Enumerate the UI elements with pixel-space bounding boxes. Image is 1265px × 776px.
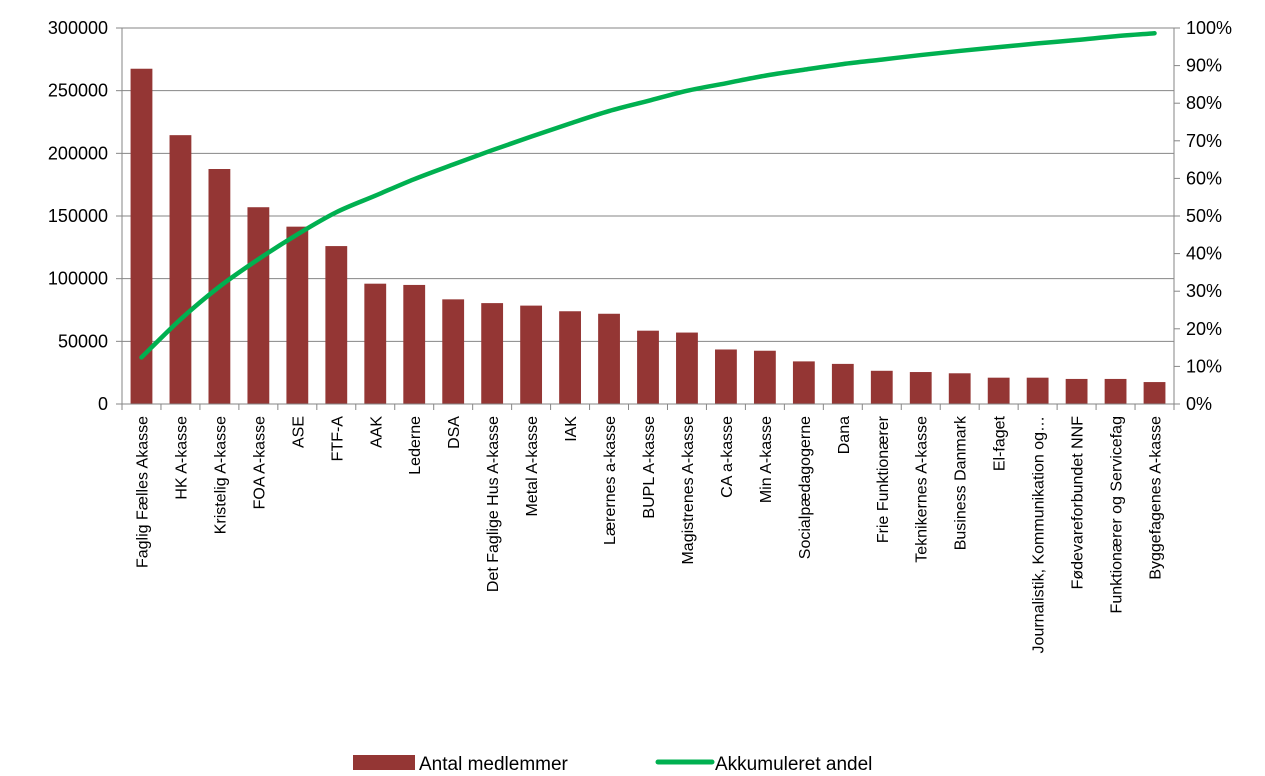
bar bbox=[598, 313, 620, 404]
bar bbox=[831, 363, 854, 404]
bar bbox=[987, 377, 1010, 404]
line-series bbox=[139, 31, 1157, 360]
right-tick-label: 50% bbox=[1186, 206, 1222, 226]
category-label: Frie Funktionærer bbox=[875, 415, 892, 543]
left-tick-label: 50000 bbox=[58, 331, 108, 351]
legend-label-line: Akkumuleret andel bbox=[715, 754, 872, 775]
category-label: Kristelig A-kasse bbox=[212, 416, 229, 534]
bar bbox=[1143, 382, 1166, 404]
bar bbox=[1026, 377, 1049, 404]
right-tick-label: 40% bbox=[1186, 244, 1222, 264]
category-label: Min A-kasse bbox=[758, 416, 775, 503]
right-tick-label: 10% bbox=[1186, 356, 1222, 376]
category-label: Funktionærer og Servicefag bbox=[1109, 416, 1126, 613]
category-label: Socialpædagogerne bbox=[797, 416, 814, 559]
bar bbox=[520, 305, 543, 404]
category-label: Byggefagenes A-kasse bbox=[1148, 416, 1165, 580]
category-label: FTF-A bbox=[329, 416, 346, 462]
category-label: Faglig Fælles Akasse bbox=[134, 416, 151, 568]
left-tick-label: 150000 bbox=[48, 206, 108, 226]
right-tick-label: 30% bbox=[1186, 281, 1222, 301]
category-label: HK A-kasse bbox=[173, 416, 190, 500]
right-tick-label: 20% bbox=[1186, 319, 1222, 339]
left-axis-ticks: 0 50000 100000 150000 200000 250000 300000 bbox=[48, 18, 108, 414]
category-label: Det Faglige Hus A-kasse bbox=[485, 416, 502, 592]
right-tick-label: 0% bbox=[1186, 394, 1212, 414]
left-tick-label: 300000 bbox=[48, 18, 108, 38]
left-tick-label: 250000 bbox=[48, 81, 108, 101]
category-label: Fødevareforbundet NNF bbox=[1070, 416, 1087, 590]
bar bbox=[870, 370, 893, 404]
left-tick-label: 200000 bbox=[48, 143, 108, 163]
category-label: Magistrenes A-kasse bbox=[680, 416, 697, 565]
gridlines bbox=[122, 27, 1174, 342]
bar bbox=[909, 372, 932, 404]
left-tick-label: 100000 bbox=[48, 269, 108, 289]
category-label: Business Danmark bbox=[953, 415, 970, 550]
category-label: BUPL A-kasse bbox=[641, 416, 658, 519]
bar bbox=[792, 361, 815, 404]
category-label: Teknikernes A-kasse bbox=[914, 416, 931, 563]
category-label: Lederne bbox=[407, 416, 424, 475]
right-axis-ticks: 0% 10% 20% 30% 40% 50% 60% 70% 80% 90% 100% bbox=[1186, 18, 1232, 414]
bar bbox=[442, 299, 465, 404]
bar bbox=[676, 332, 698, 404]
bar bbox=[247, 207, 270, 404]
category-label: Dana bbox=[836, 416, 853, 454]
category-label: DSA bbox=[446, 416, 463, 449]
category-labels: Faglig Fælles Akasse HK A-kasse Kristelig … bbox=[134, 415, 1164, 653]
legend-bar-swatch bbox=[353, 755, 415, 770]
bar bbox=[1104, 378, 1127, 404]
axes bbox=[116, 27, 1180, 410]
right-tick-label: 90% bbox=[1186, 56, 1222, 76]
legend-label-bars: Antal medlemmer bbox=[419, 754, 569, 775]
bar bbox=[637, 330, 659, 404]
bar bbox=[325, 246, 348, 404]
category-label: Metal A-kasse bbox=[524, 416, 541, 517]
bar bbox=[403, 284, 426, 404]
category-label: ASE bbox=[290, 416, 307, 448]
right-tick-label: 60% bbox=[1186, 168, 1222, 188]
category-label: Lærernes a-kasse bbox=[602, 416, 619, 545]
right-tick-label: 70% bbox=[1186, 131, 1222, 151]
bar bbox=[286, 226, 309, 404]
category-label: CA a-kasse bbox=[719, 416, 736, 498]
bar bbox=[481, 303, 504, 404]
category-label: El-faget bbox=[992, 415, 1009, 471]
cumulative-line bbox=[139, 31, 1157, 360]
legend: Antal medlemmer Akkumuleret andel bbox=[353, 754, 872, 775]
bar bbox=[169, 135, 192, 404]
bar-series bbox=[130, 68, 1166, 404]
category-label: FOA A-kasse bbox=[251, 416, 268, 509]
right-tick-label: 80% bbox=[1186, 93, 1222, 113]
bar bbox=[130, 68, 153, 404]
category-label: IAK bbox=[563, 416, 580, 442]
left-tick-label: 0 bbox=[98, 394, 108, 414]
right-tick-label: 100% bbox=[1186, 18, 1232, 38]
category-label: Journalistik, Kommunikation og… bbox=[1031, 416, 1048, 653]
bar bbox=[753, 350, 776, 404]
bar bbox=[559, 311, 581, 404]
bar bbox=[364, 283, 387, 404]
bar bbox=[715, 349, 737, 404]
category-label: AAK bbox=[368, 416, 385, 448]
bar bbox=[948, 373, 971, 404]
bar bbox=[1065, 378, 1088, 404]
